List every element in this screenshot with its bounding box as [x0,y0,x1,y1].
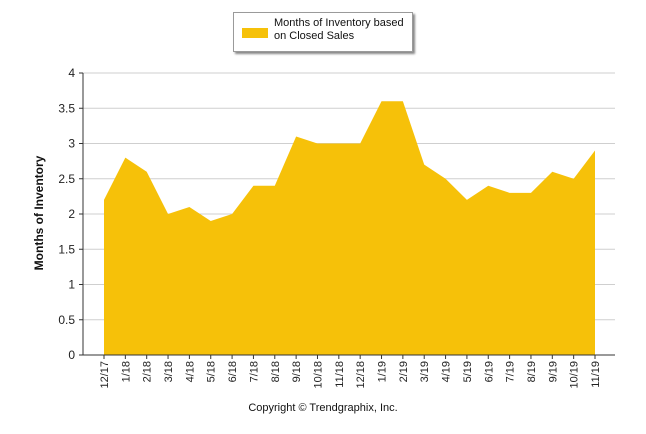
x-tick-label: 7/18 [248,361,260,382]
y-tick-label: 0 [68,348,75,362]
x-tick-label: 11/19 [590,361,602,388]
x-tick-label: 3/18 [163,361,175,382]
x-tick-label: 9/18 [291,361,303,382]
series-area [104,101,595,355]
x-tick-label: 1/18 [120,361,132,382]
legend-label-line-1: Months of Inventory based [274,17,404,29]
x-tick-label: 4/19 [441,361,453,382]
x-tick-label: 10/19 [569,361,581,389]
legend-swatch [242,28,268,38]
x-tick-label: 11/18 [334,361,346,388]
y-tick-label: 1 [68,278,75,292]
x-tick-label: 6/18 [227,361,239,382]
x-tick-label: 7/19 [505,361,517,382]
y-tick-label: 2 [68,207,75,221]
legend-label: Months of Inventory based on Closed Sale… [274,17,410,43]
x-tick-label: 6/19 [483,361,495,382]
y-tick-label: 2.5 [58,172,75,186]
x-tick-label: 8/19 [526,361,538,382]
legend-label-line-2: on Closed Sales [274,30,355,42]
x-tick-label: 2/19 [398,361,410,382]
x-tick-label: 2/18 [142,361,154,382]
x-tick-label: 4/18 [184,361,196,382]
axes [79,72,615,359]
x-tick-labels: 12/17 1/18 2/18 3/18 4/18 5/18 6/18 7/18 8/18 9/1… [99,361,602,389]
data-area [104,101,595,355]
x-tick-label: 5/18 [206,361,218,382]
y-tick-label: 1.5 [58,242,75,256]
y-tick-label: 3.5 [58,101,75,115]
y-tick-labels: 0 0.5 1 1.5 2 2.5 3 3.5 4 [58,66,75,362]
x-tick-label: 1/19 [377,361,389,382]
x-tick-label: 8/18 [270,361,282,382]
copyright-text: Copyright © Trendgraphix, Inc. [248,402,398,414]
y-axis-label: Months of Inventory [32,155,46,270]
x-tick-label: 3/19 [419,361,431,382]
x-tick-label: 9/19 [547,361,559,382]
y-tick-label: 4 [68,66,75,80]
x-tick-label: 12/17 [99,361,111,389]
x-tick-label: 12/18 [355,361,367,389]
x-tick-label: 5/19 [462,361,474,382]
legend: Months of Inventory based on Closed Sale… [233,12,413,52]
y-tick-label: 3 [68,137,75,151]
y-tick-label: 0.5 [58,313,75,327]
x-tick-label: 10/18 [312,361,324,389]
